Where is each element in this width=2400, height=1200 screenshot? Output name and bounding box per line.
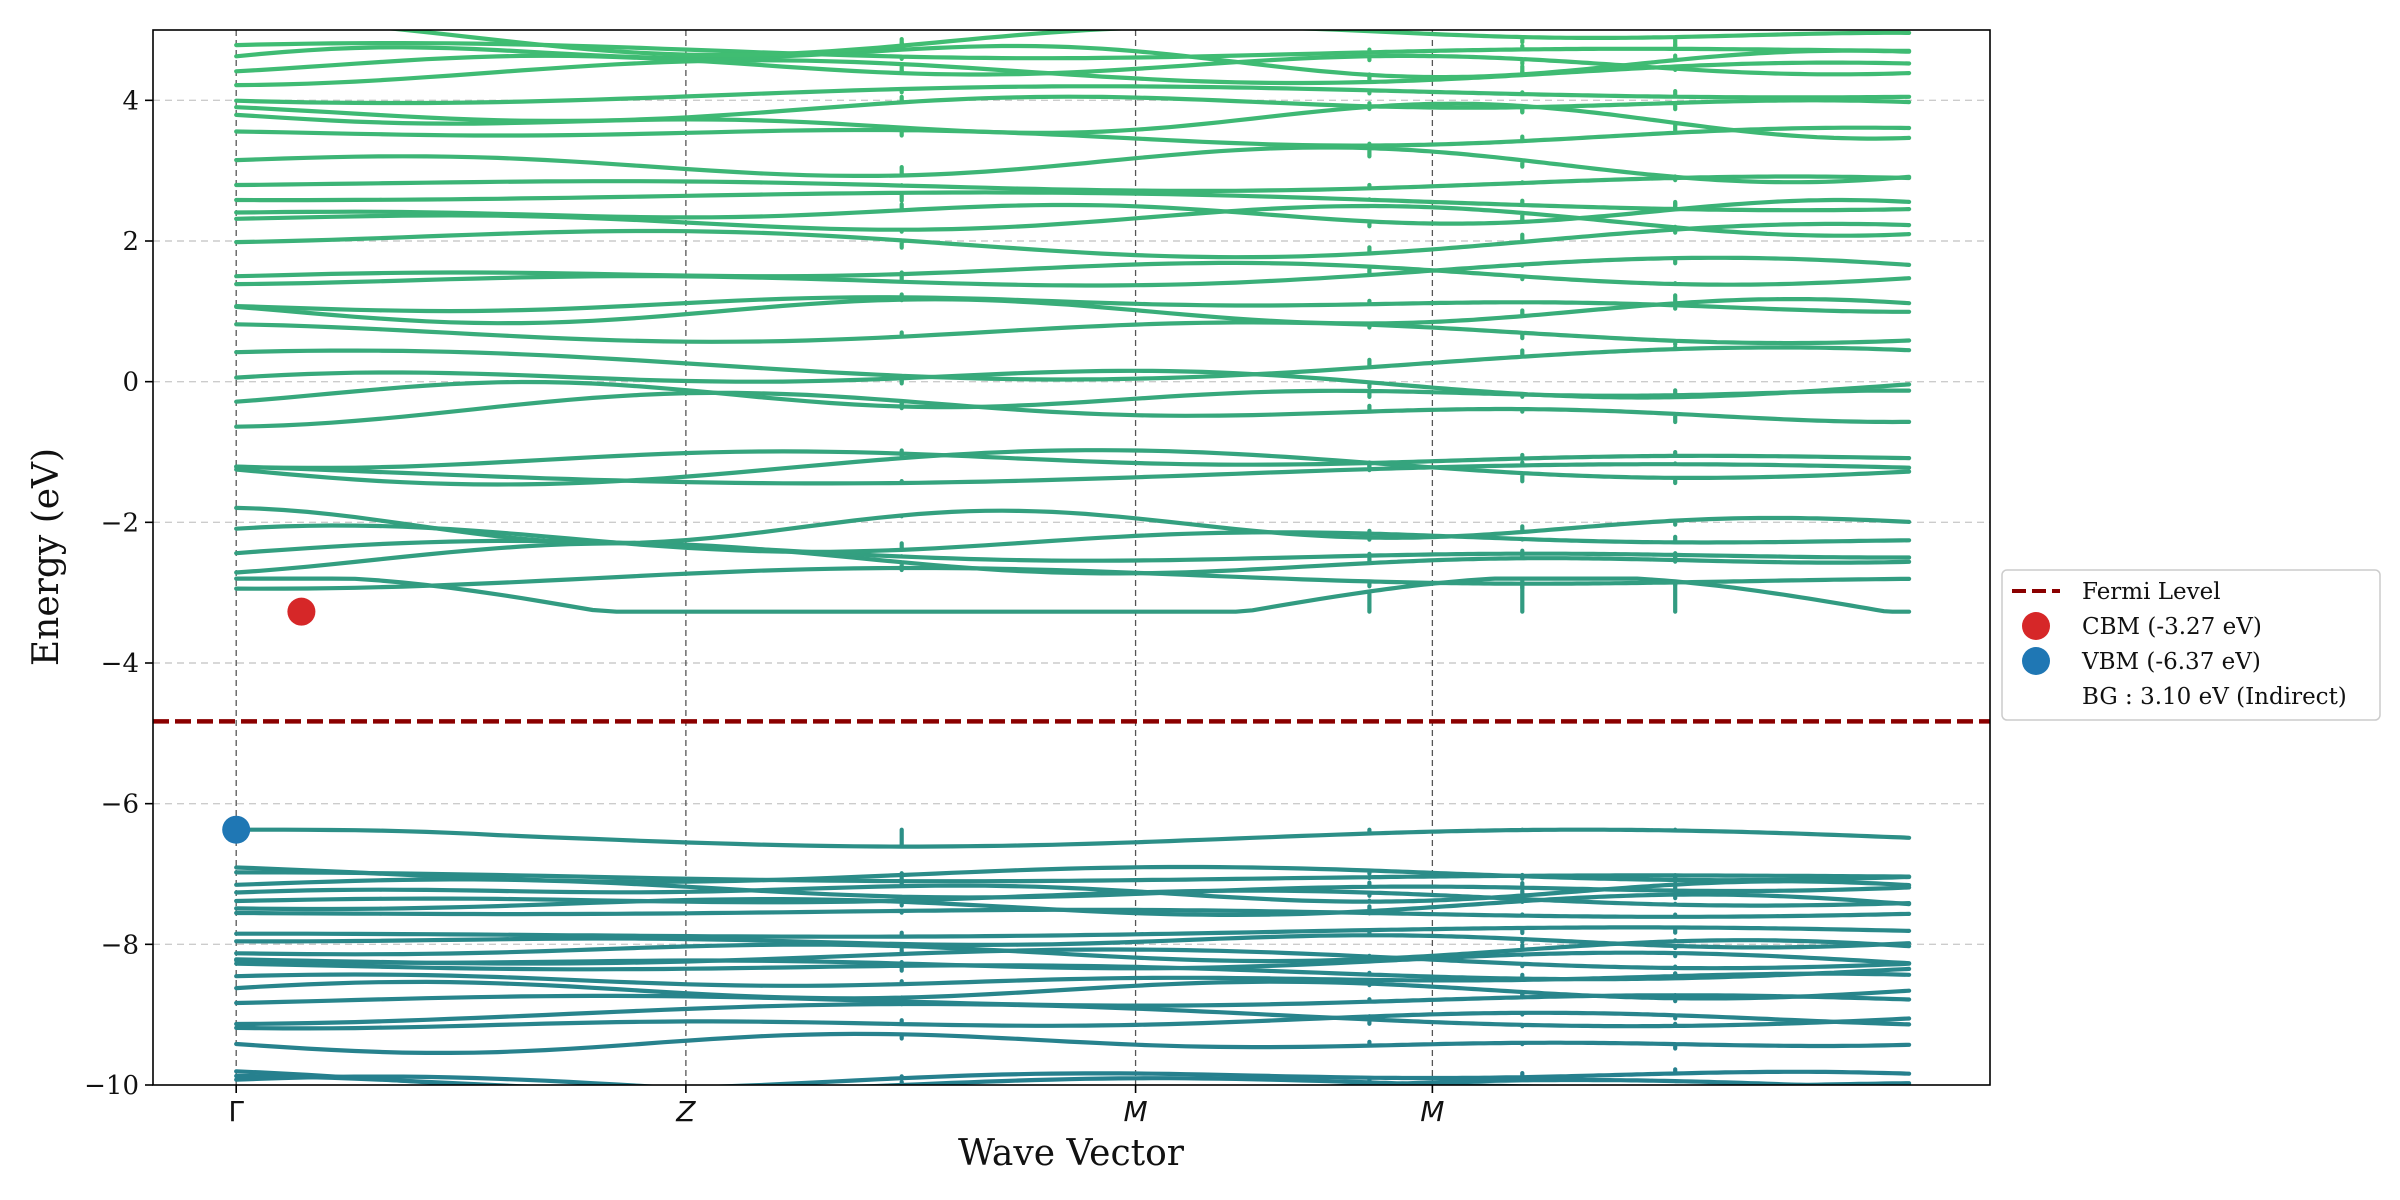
band-line bbox=[234, 1031, 1912, 1055]
legend-fermi-label: Fermi Level bbox=[2082, 579, 2221, 605]
y-tick-label: 0 bbox=[122, 368, 139, 398]
band-line bbox=[234, 827, 1912, 849]
band-line bbox=[234, 190, 1912, 213]
y-tick-label: −4 bbox=[101, 649, 139, 679]
marker-layer bbox=[222, 597, 316, 844]
band-line bbox=[234, 221, 1912, 260]
band-line bbox=[234, 390, 1912, 429]
vbm-marker bbox=[222, 815, 251, 844]
band-line bbox=[234, 145, 1912, 185]
band-line bbox=[385, 30, 1912, 58]
legend: Fermi Level CBM (-3.27 eV) VBM (-6.37 eV… bbox=[2001, 569, 2381, 721]
y-tick-label: 2 bbox=[122, 227, 139, 257]
y-tick-label: −6 bbox=[101, 790, 139, 820]
band-lines bbox=[234, 30, 1912, 1085]
y-tick-label: −2 bbox=[101, 508, 139, 538]
band-line bbox=[234, 292, 1912, 329]
band-line bbox=[234, 1010, 1912, 1031]
band-line bbox=[234, 1074, 1859, 1085]
band-line bbox=[234, 947, 1912, 971]
band-line bbox=[234, 40, 1912, 80]
band-line bbox=[234, 925, 1912, 939]
band-line bbox=[234, 993, 1912, 1008]
legend-bandgap-label: BG : 3.10 eV (Indirect) bbox=[2082, 684, 2347, 710]
band-line bbox=[234, 971, 1912, 988]
legend-vbm-label: VBM (-6.37 eV) bbox=[2081, 649, 2261, 675]
x-tick-label: Γ bbox=[228, 1095, 244, 1128]
grid-layer bbox=[153, 99, 1990, 946]
cbm-marker bbox=[287, 597, 316, 626]
band-line bbox=[234, 938, 1912, 964]
y-axis-ticks: −10 −8 −6 −4 −2 0 2 4 bbox=[84, 86, 153, 1101]
band-line bbox=[234, 1001, 1912, 1029]
x-tick-label: M bbox=[1420, 1095, 1444, 1128]
band-line bbox=[234, 892, 1912, 917]
band-line bbox=[234, 260, 1912, 287]
band-line bbox=[234, 320, 1912, 347]
x-tick-label: M bbox=[1123, 1095, 1147, 1128]
band-line bbox=[234, 345, 1912, 383]
band-line bbox=[234, 505, 1912, 546]
x-axis-title: Wave Vector bbox=[958, 1133, 1185, 1174]
band-line bbox=[234, 907, 1912, 919]
band-line bbox=[234, 174, 1912, 193]
band-line bbox=[234, 125, 1912, 148]
band-line bbox=[234, 368, 1912, 400]
band-line bbox=[234, 1067, 1912, 1085]
x-tick-label: Z bbox=[675, 1095, 696, 1128]
legend-box bbox=[2001, 569, 2381, 721]
band-line bbox=[234, 864, 1912, 884]
band-line bbox=[234, 448, 1912, 487]
legend-cbm-swatch bbox=[2022, 612, 2050, 640]
band-line bbox=[234, 94, 1912, 123]
band-line bbox=[234, 41, 1912, 61]
band-line bbox=[234, 979, 1912, 1004]
y-tick-label: −10 bbox=[84, 1071, 139, 1101]
band-line bbox=[234, 84, 1912, 106]
band-line bbox=[234, 870, 1912, 884]
legend-cbm-label: CBM (-3.27 eV) bbox=[2082, 614, 2262, 640]
band-line bbox=[234, 197, 1912, 229]
band-line bbox=[234, 932, 1912, 951]
legend-vbm-swatch bbox=[2022, 647, 2050, 675]
plot-frame bbox=[152, 29, 1991, 1086]
y-axis-title: Energy (eV) bbox=[26, 448, 67, 666]
band-line bbox=[234, 449, 1912, 470]
band-line bbox=[234, 379, 1912, 410]
band-line bbox=[234, 295, 1912, 314]
y-tick-label: −8 bbox=[101, 930, 139, 960]
y-tick-label: 4 bbox=[122, 86, 139, 116]
